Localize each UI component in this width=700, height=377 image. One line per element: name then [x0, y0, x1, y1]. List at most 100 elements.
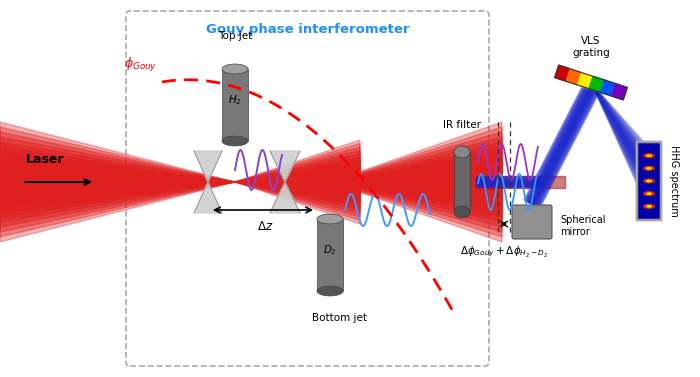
Text: Gouy phase interferometer: Gouy phase interferometer	[206, 23, 410, 37]
Ellipse shape	[454, 146, 470, 158]
Polygon shape	[235, 158, 360, 207]
Bar	[317, 219, 343, 291]
Ellipse shape	[454, 206, 470, 218]
Polygon shape	[527, 86, 596, 207]
Ellipse shape	[643, 204, 655, 209]
Ellipse shape	[317, 286, 343, 296]
Polygon shape	[235, 168, 360, 196]
Polygon shape	[330, 157, 502, 207]
Bar	[222, 69, 248, 141]
Polygon shape	[601, 80, 616, 96]
Polygon shape	[612, 84, 627, 100]
Polygon shape	[0, 132, 235, 232]
Polygon shape	[0, 157, 235, 207]
Polygon shape	[0, 127, 235, 237]
Text: Spherical
mirror: Spherical mirror	[560, 215, 606, 237]
Polygon shape	[528, 87, 595, 206]
Text: Laser: Laser	[26, 153, 64, 166]
Polygon shape	[476, 180, 540, 184]
Polygon shape	[235, 150, 360, 213]
Text: $D_2$: $D_2$	[323, 243, 337, 257]
Polygon shape	[330, 122, 502, 242]
Text: $\Delta z$: $\Delta z$	[257, 220, 273, 233]
Polygon shape	[566, 69, 582, 85]
Polygon shape	[235, 147, 360, 217]
Polygon shape	[330, 167, 502, 197]
Polygon shape	[235, 144, 360, 221]
Polygon shape	[476, 179, 540, 185]
Polygon shape	[330, 137, 502, 227]
Polygon shape	[555, 65, 570, 81]
Polygon shape	[330, 132, 502, 232]
Polygon shape	[330, 177, 502, 187]
Ellipse shape	[643, 191, 655, 196]
Text: VLS
grating: VLS grating	[572, 37, 610, 58]
Polygon shape	[330, 172, 502, 192]
Polygon shape	[525, 86, 598, 208]
Text: $H_2$: $H_2$	[228, 93, 242, 107]
Polygon shape	[194, 151, 222, 182]
Ellipse shape	[643, 153, 655, 158]
Ellipse shape	[646, 192, 652, 195]
Polygon shape	[0, 147, 235, 217]
Polygon shape	[0, 172, 235, 192]
Polygon shape	[591, 83, 650, 201]
Polygon shape	[589, 76, 604, 92]
Polygon shape	[476, 176, 540, 187]
Text: $\Delta\phi_{Gouy} + \Delta\phi_{H_2-D_2}$: $\Delta\phi_{Gouy} + \Delta\phi_{H_2-D_2…	[460, 244, 548, 259]
Polygon shape	[235, 172, 360, 193]
Polygon shape	[0, 167, 235, 197]
FancyBboxPatch shape	[638, 143, 661, 219]
Polygon shape	[0, 142, 235, 222]
Polygon shape	[0, 177, 235, 187]
Polygon shape	[591, 83, 650, 209]
Ellipse shape	[646, 180, 652, 182]
Polygon shape	[578, 73, 593, 89]
FancyBboxPatch shape	[512, 205, 552, 239]
Polygon shape	[235, 175, 360, 189]
Polygon shape	[476, 178, 540, 187]
Polygon shape	[270, 151, 300, 182]
Text: IR filter: IR filter	[443, 120, 481, 130]
Polygon shape	[530, 88, 593, 205]
Polygon shape	[591, 83, 650, 193]
Polygon shape	[330, 152, 502, 212]
Polygon shape	[591, 83, 650, 189]
Polygon shape	[0, 152, 235, 212]
Polygon shape	[529, 87, 594, 205]
Polygon shape	[235, 154, 360, 210]
Ellipse shape	[646, 167, 652, 170]
Polygon shape	[330, 127, 502, 237]
Polygon shape	[591, 83, 650, 205]
Polygon shape	[235, 140, 360, 224]
Polygon shape	[235, 164, 360, 199]
Ellipse shape	[646, 154, 652, 157]
Ellipse shape	[222, 64, 248, 74]
Polygon shape	[235, 178, 360, 185]
Polygon shape	[591, 83, 650, 213]
Text: Top jet: Top jet	[218, 31, 252, 41]
Polygon shape	[330, 147, 502, 217]
Ellipse shape	[643, 178, 655, 184]
Text: HHG spectrum: HHG spectrum	[669, 145, 679, 217]
Polygon shape	[484, 176, 565, 188]
Ellipse shape	[646, 205, 652, 208]
Polygon shape	[0, 162, 235, 202]
Ellipse shape	[317, 214, 343, 224]
Polygon shape	[476, 178, 540, 185]
Polygon shape	[476, 181, 540, 183]
Bar	[454, 152, 470, 212]
Polygon shape	[235, 161, 360, 203]
Polygon shape	[591, 83, 650, 185]
Polygon shape	[330, 142, 502, 222]
Polygon shape	[524, 85, 599, 208]
Text: $\phi_{Gouy}$: $\phi_{Gouy}$	[124, 56, 157, 74]
Polygon shape	[330, 162, 502, 202]
Text: Bottom jet: Bottom jet	[312, 313, 368, 323]
Polygon shape	[0, 122, 235, 242]
Polygon shape	[526, 86, 597, 207]
Ellipse shape	[643, 166, 655, 171]
Polygon shape	[270, 182, 300, 213]
Ellipse shape	[222, 136, 248, 146]
Polygon shape	[531, 89, 592, 204]
